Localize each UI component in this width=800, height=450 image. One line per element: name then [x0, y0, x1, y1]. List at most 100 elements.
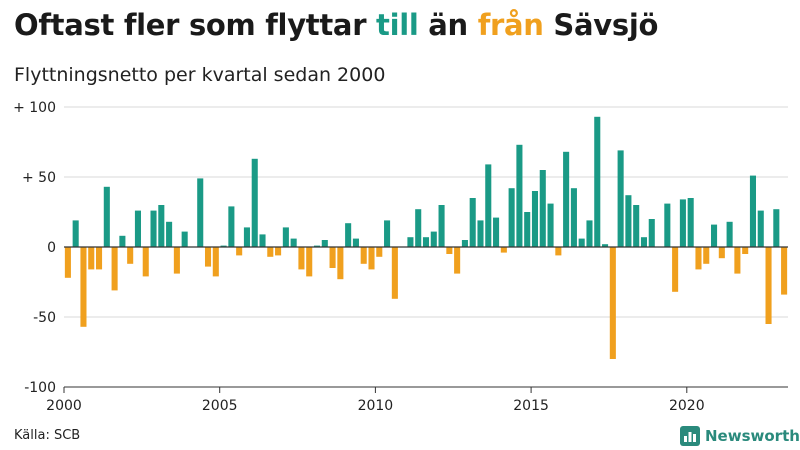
bar — [609, 247, 616, 359]
bar — [80, 247, 87, 327]
bar — [563, 151, 570, 247]
bar — [119, 235, 126, 247]
bar — [407, 237, 414, 247]
bar — [228, 206, 235, 247]
bar — [243, 227, 250, 247]
bar — [633, 205, 640, 247]
bar — [337, 247, 344, 280]
bar — [72, 220, 79, 247]
bar — [259, 234, 266, 247]
bar — [726, 221, 733, 247]
y-tick-label: 0 — [47, 240, 56, 256]
bar — [158, 205, 165, 247]
x-tick-label: 2020 — [669, 398, 705, 414]
bar — [648, 219, 655, 247]
bar — [625, 195, 632, 247]
bar — [306, 247, 313, 277]
y-tick-label: -50 — [33, 310, 56, 326]
chart-title: Oftast fler som flyttar till än från Säv… — [14, 8, 658, 42]
bar — [711, 224, 718, 247]
bar — [197, 178, 204, 247]
bar — [749, 175, 756, 247]
y-tick-label: -100 — [24, 380, 56, 396]
x-tick-label: 2000 — [46, 398, 82, 414]
bar — [555, 247, 562, 256]
brand-name: Newsworthy — [705, 427, 800, 445]
bar — [500, 247, 507, 253]
bar — [773, 209, 780, 247]
bar — [275, 247, 282, 256]
bar — [220, 245, 227, 247]
bar — [469, 198, 476, 247]
bar — [360, 247, 367, 264]
axes: + 100 + 50 0 -50 -100 2000 2005 2010 2015 2020 — [13, 100, 788, 414]
bar — [376, 247, 383, 257]
bar — [734, 247, 741, 274]
bar — [531, 191, 539, 247]
bar — [446, 247, 453, 254]
bar — [493, 217, 500, 247]
bar — [508, 188, 515, 247]
bar — [290, 238, 297, 247]
bar — [422, 237, 430, 247]
bar — [765, 247, 772, 324]
bar — [547, 203, 554, 247]
bar — [88, 247, 95, 270]
chart-subtitle: Flyttningsnetto per kvartal sedan 2000 — [14, 64, 386, 86]
bar — [150, 210, 157, 247]
bar — [781, 247, 788, 295]
bar — [695, 247, 702, 270]
bar — [282, 227, 289, 247]
bar — [134, 210, 141, 247]
x-tick-label: 2010 — [358, 398, 394, 414]
title-positive-word: till — [376, 8, 419, 42]
x-tick-label: 2005 — [202, 398, 238, 414]
bar — [594, 116, 601, 247]
bar — [267, 247, 274, 257]
bar — [321, 240, 328, 247]
bar — [672, 247, 679, 292]
bar — [718, 247, 725, 259]
source-note: Källa: SCB — [14, 428, 81, 443]
y-tick-label: + 100 — [13, 100, 56, 116]
bar — [204, 247, 212, 267]
bar — [352, 238, 359, 247]
bar — [640, 237, 648, 247]
bar — [524, 212, 531, 247]
bar — [454, 247, 461, 274]
bar — [96, 247, 103, 270]
bars — [64, 116, 788, 359]
bar-chart-logo-icon — [680, 426, 700, 446]
bar — [602, 244, 609, 247]
bar — [757, 210, 764, 247]
bar — [679, 199, 686, 247]
bar — [578, 238, 585, 247]
bar — [477, 220, 484, 247]
bar — [142, 247, 149, 277]
bar — [570, 188, 577, 247]
bar — [212, 247, 219, 277]
bar — [586, 220, 593, 247]
bar — [391, 247, 398, 299]
x-tick-label: 2015 — [513, 398, 549, 414]
bar — [236, 247, 243, 256]
title-negative-word: från — [477, 8, 544, 42]
y-tick-label: + 50 — [22, 170, 56, 186]
bar — [539, 170, 546, 247]
bar — [181, 231, 188, 247]
bar — [368, 247, 375, 270]
title-part2: än — [418, 8, 478, 42]
title-part3: Sävsjö — [543, 8, 659, 42]
brand-logo: Newsworthy — [680, 426, 800, 446]
bar — [103, 186, 110, 247]
bar — [298, 247, 305, 270]
bar — [329, 247, 336, 268]
bar — [664, 203, 671, 247]
title-part1: Oftast fler som flyttar — [14, 8, 376, 42]
bar — [64, 247, 71, 278]
bar — [173, 247, 180, 274]
bar — [461, 240, 468, 247]
bar — [415, 209, 422, 247]
bar — [313, 245, 321, 247]
